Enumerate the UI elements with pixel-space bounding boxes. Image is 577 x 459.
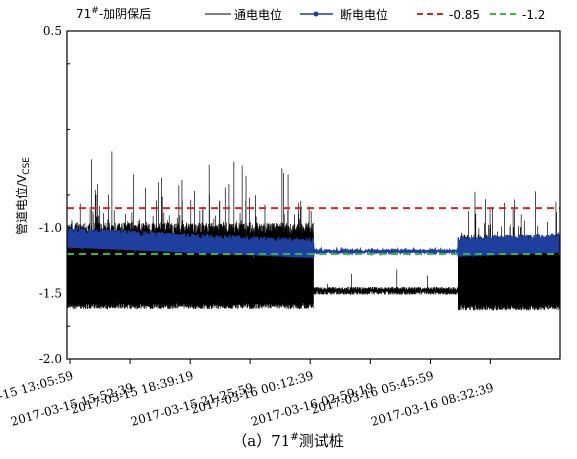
figure-caption: （a）71#测试桩 bbox=[232, 432, 343, 450]
series-1-line bbox=[67, 233, 560, 260]
legend-label-series-0: 通电电位 bbox=[234, 7, 282, 22]
caption-sup: # bbox=[290, 432, 298, 443]
y-tick-label: -1.5 bbox=[39, 286, 62, 300]
legend-marker-series-1 bbox=[313, 11, 319, 17]
chart-title-sup: # bbox=[91, 6, 99, 16]
series-layer bbox=[67, 151, 560, 311]
y-axis-label-main: 管道电位/V bbox=[14, 174, 29, 235]
caption-prefix: （a）71 bbox=[232, 432, 290, 450]
y-axis-label-sub: CSE bbox=[22, 157, 32, 175]
series-0-line bbox=[67, 151, 560, 311]
y-axis-label: 管道电位/VCSE bbox=[14, 157, 32, 235]
y-tick-label: -1.0 bbox=[39, 221, 62, 235]
legend-label-series-2: -0.85 bbox=[449, 8, 480, 22]
legend-label-series-1: 断电电位 bbox=[340, 7, 388, 22]
y-tick-label: 0.5 bbox=[43, 24, 62, 38]
chart-title-main: 71 bbox=[76, 7, 91, 21]
legend-label-series-3: -1.2 bbox=[522, 8, 545, 22]
y-tick-label: -2.0 bbox=[39, 352, 62, 366]
y-axis: 0.5 -1.0 -1.5 -2.0 bbox=[39, 24, 72, 366]
legend: 通电电位 断电电位 -0.85 -1.2 bbox=[205, 7, 545, 22]
caption-suffix: 测试桩 bbox=[299, 432, 344, 450]
chart-title-suffix: -加阴保后 bbox=[99, 7, 151, 21]
chart-title: 71#-加阴保后 bbox=[76, 6, 151, 21]
